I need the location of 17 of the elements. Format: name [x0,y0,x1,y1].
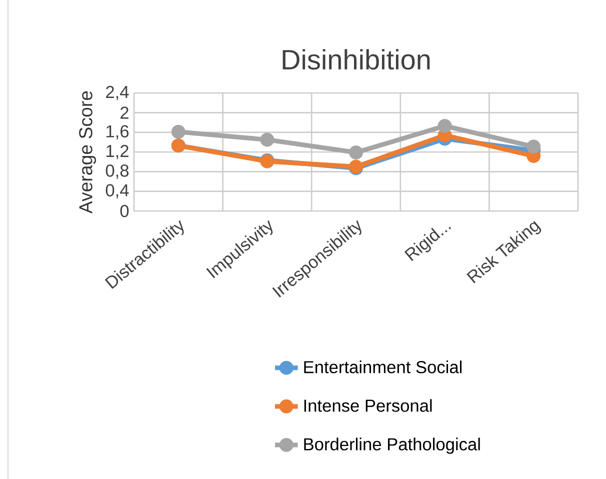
chart-title: Disinhibition [282,49,430,70]
point [526,140,541,154]
point [349,145,363,160]
y-tick-label: 1,2 [106,144,128,160]
y-axis-title: Average Score [79,91,96,214]
legend-label: Intense Personal [304,399,432,412]
y-tick-label: 1,6 [106,125,129,140]
point [260,132,274,147]
legend-label: Borderline Pathological [304,438,480,454]
y-tick-label: 0,8 [106,164,129,179]
point [438,118,452,133]
legend-label: Entertainment Social [304,360,462,374]
y-tick-label: 2 [120,106,128,119]
point [171,124,186,139]
y-tick-label: 0,4 [106,184,129,198]
y-tick-label: 0 [120,204,129,218]
y-tick-label: 2,4 [106,86,129,100]
